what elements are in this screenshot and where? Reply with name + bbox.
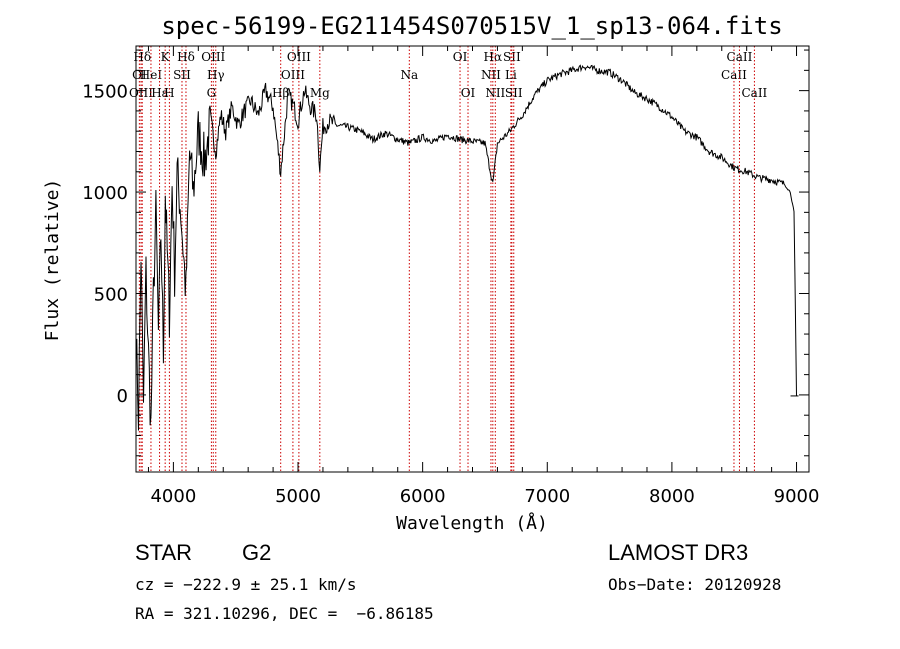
- line-label-8: Hδ: [177, 50, 195, 64]
- x-tick-label-2: 6000: [400, 486, 446, 507]
- line-label-15: Mg: [310, 86, 330, 100]
- line-label-5: Hε: [151, 86, 168, 100]
- x-tick-label-1: 5000: [275, 486, 321, 507]
- line-label-27: CaII: [741, 86, 767, 100]
- line-label-9: OIII: [201, 50, 225, 64]
- line-label-25: CaII: [721, 68, 747, 82]
- line-label-20: Hα: [484, 50, 503, 64]
- line-label-24: SII: [505, 86, 523, 100]
- y-tick-label-1: 500: [94, 284, 128, 305]
- object-type: STAR: [135, 540, 193, 565]
- line-label-2: Hδ: [133, 50, 151, 64]
- y-axis: 0 500 1000 1500: [82, 49, 809, 457]
- line-label-19: NII: [481, 68, 501, 82]
- plot-frame: [135, 45, 810, 473]
- subclass: G2: [242, 540, 272, 565]
- series-0-line: [135, 64, 797, 431]
- line-label-12: Hβ: [272, 86, 289, 100]
- line-label-3: K: [161, 50, 171, 64]
- series-layer: [135, 64, 799, 431]
- x-axis-label: Wavelength (Å): [396, 512, 548, 534]
- line-label-11: G: [207, 86, 217, 100]
- line-markers: OI OIII Hδ K HeI Hε SII H Hδ OIII Hγ G Hβ OIII OIII Mg N…: [129, 46, 768, 472]
- y-tick-label-3: 1500: [82, 82, 128, 103]
- coordinates: RA = 321.10296, DEC = −6.86185: [135, 604, 434, 623]
- x-tick-label-5: 9000: [774, 486, 820, 507]
- line-label-23: Li: [505, 68, 517, 82]
- line-label-13: OIII: [281, 68, 305, 82]
- redshift-text: cz = −222.9 ± 25.1 km/s: [135, 575, 357, 594]
- line-label-1: OIII: [129, 86, 153, 100]
- x-tick-label-3: 7000: [524, 486, 570, 507]
- obs-date: Obs−Date: 20120928: [608, 575, 782, 594]
- survey-label: LAMOST DR3: [608, 540, 749, 565]
- y-tick-label-0: 0: [117, 386, 128, 407]
- line-label-14: OIII: [287, 50, 311, 64]
- line-label-7: H: [164, 86, 174, 100]
- line-label-17: OI: [453, 50, 468, 64]
- x-axis: 4000 5000 6000 7000 8000 9000: [147, 46, 820, 507]
- line-label-6: SII: [173, 68, 191, 82]
- x-tick-label-0: 4000: [150, 486, 196, 507]
- line-label-18: OI: [461, 86, 476, 100]
- y-tick-label-2: 1000: [82, 183, 128, 204]
- line-label-22: SII: [503, 50, 521, 64]
- line-label-4: HeI: [140, 68, 163, 82]
- line-label-10: Hγ: [207, 68, 225, 82]
- line-label-21: NII: [485, 86, 505, 100]
- chart-title: spec-56199-EG211454S070515V_1_sp13-064.f…: [161, 12, 782, 40]
- x-tick-label-4: 8000: [649, 486, 695, 507]
- line-label-16: Na: [400, 68, 418, 82]
- y-axis-label: Flux (relative): [42, 179, 63, 342]
- line-label-26: CaII: [727, 50, 753, 64]
